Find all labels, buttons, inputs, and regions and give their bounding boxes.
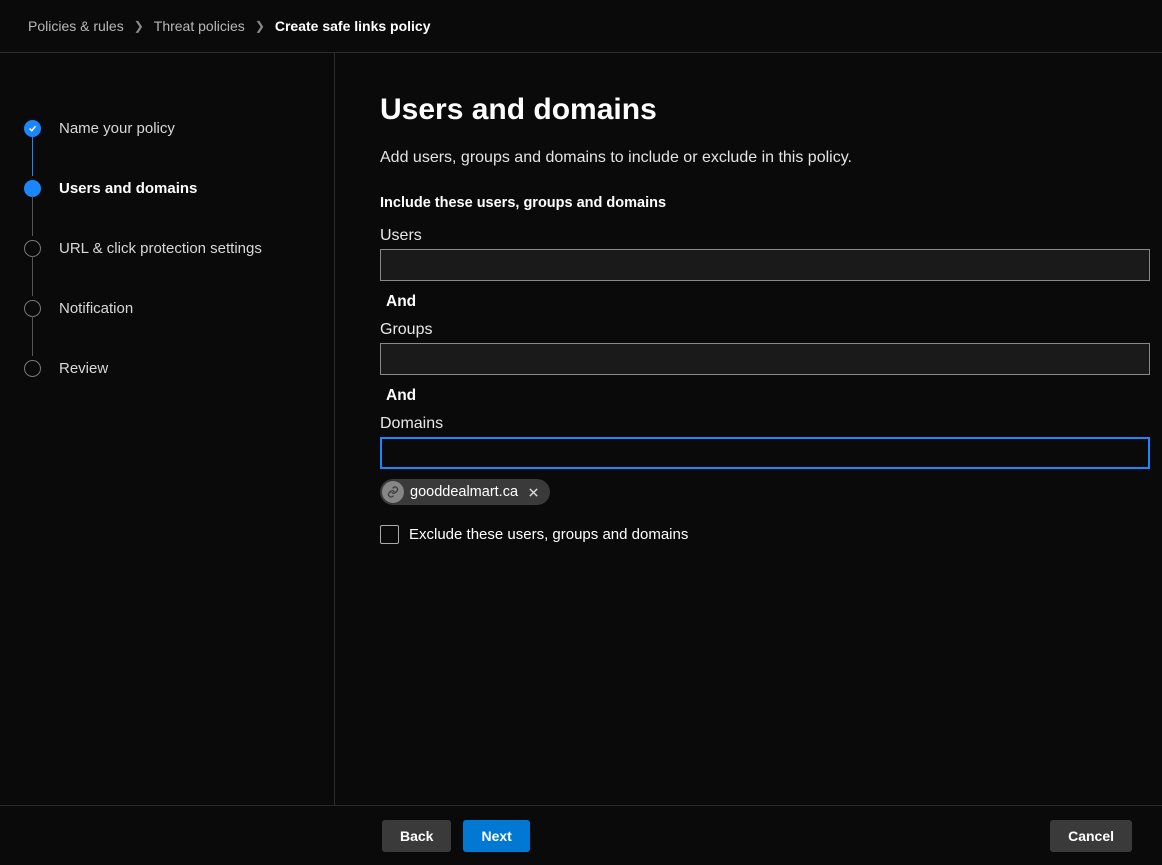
exclude-checkbox[interactable] (380, 525, 399, 544)
current-step-icon (24, 180, 41, 197)
page-title: Users and domains (380, 93, 1132, 127)
users-label: Users (380, 227, 1132, 245)
link-icon (382, 481, 404, 503)
step-circle-icon (24, 300, 41, 317)
include-section-label: Include these users, groups and domains (380, 195, 1132, 211)
wizard-step-name-policy[interactable]: Name your policy (24, 98, 314, 158)
domain-chip-text: gooddealmart.ca (410, 484, 518, 500)
breadcrumb-item-1[interactable]: Threat policies (154, 18, 245, 34)
and-separator-1: And (386, 293, 1132, 311)
back-button[interactable]: Back (382, 820, 451, 852)
wizard-steps-sidebar: Name your policy Users and domains URL &… (0, 53, 335, 805)
page-description: Add users, groups and domains to include… (380, 149, 1132, 167)
next-button[interactable]: Next (463, 820, 529, 852)
breadcrumb-item-2: Create safe links policy (275, 18, 431, 34)
step-circle-icon (24, 360, 41, 377)
cancel-button[interactable]: Cancel (1050, 820, 1132, 852)
step-circle-icon (24, 240, 41, 257)
exclude-checkbox-row: Exclude these users, groups and domains (380, 525, 1132, 544)
remove-chip-button[interactable] (524, 483, 542, 501)
content-panel: Users and domains Add users, groups and … (335, 53, 1162, 805)
check-circle-icon (24, 120, 41, 137)
breadcrumb-item-0[interactable]: Policies & rules (28, 18, 124, 34)
and-separator-2: And (386, 387, 1132, 405)
wizard-step-review[interactable]: Review (24, 338, 314, 398)
domains-label: Domains (380, 415, 1132, 433)
breadcrumb: Policies & rules ❯ Threat policies ❯ Cre… (0, 0, 1162, 53)
users-input[interactable] (380, 249, 1150, 281)
wizard-step-url-protection[interactable]: URL & click protection settings (24, 218, 314, 278)
exclude-checkbox-label: Exclude these users, groups and domains (409, 526, 688, 543)
chevron-right-icon: ❯ (255, 19, 265, 33)
main-area: Name your policy Users and domains URL &… (0, 53, 1162, 805)
chevron-right-icon: ❯ (134, 19, 144, 33)
wizard-step-label: URL & click protection settings (59, 240, 262, 257)
wizard-footer: Back Next Cancel (0, 805, 1162, 865)
groups-label: Groups (380, 321, 1132, 339)
groups-input[interactable] (380, 343, 1150, 375)
wizard-step-label: Users and domains (59, 180, 197, 197)
wizard-step-label: Review (59, 360, 108, 377)
close-icon (528, 487, 539, 498)
domain-chip: gooddealmart.ca (380, 479, 550, 505)
domains-input[interactable] (380, 437, 1150, 469)
wizard-step-users-domains[interactable]: Users and domains (24, 158, 314, 218)
wizard-step-label: Notification (59, 300, 133, 317)
wizard-step-label: Name your policy (59, 120, 175, 137)
wizard-step-notification[interactable]: Notification (24, 278, 314, 338)
